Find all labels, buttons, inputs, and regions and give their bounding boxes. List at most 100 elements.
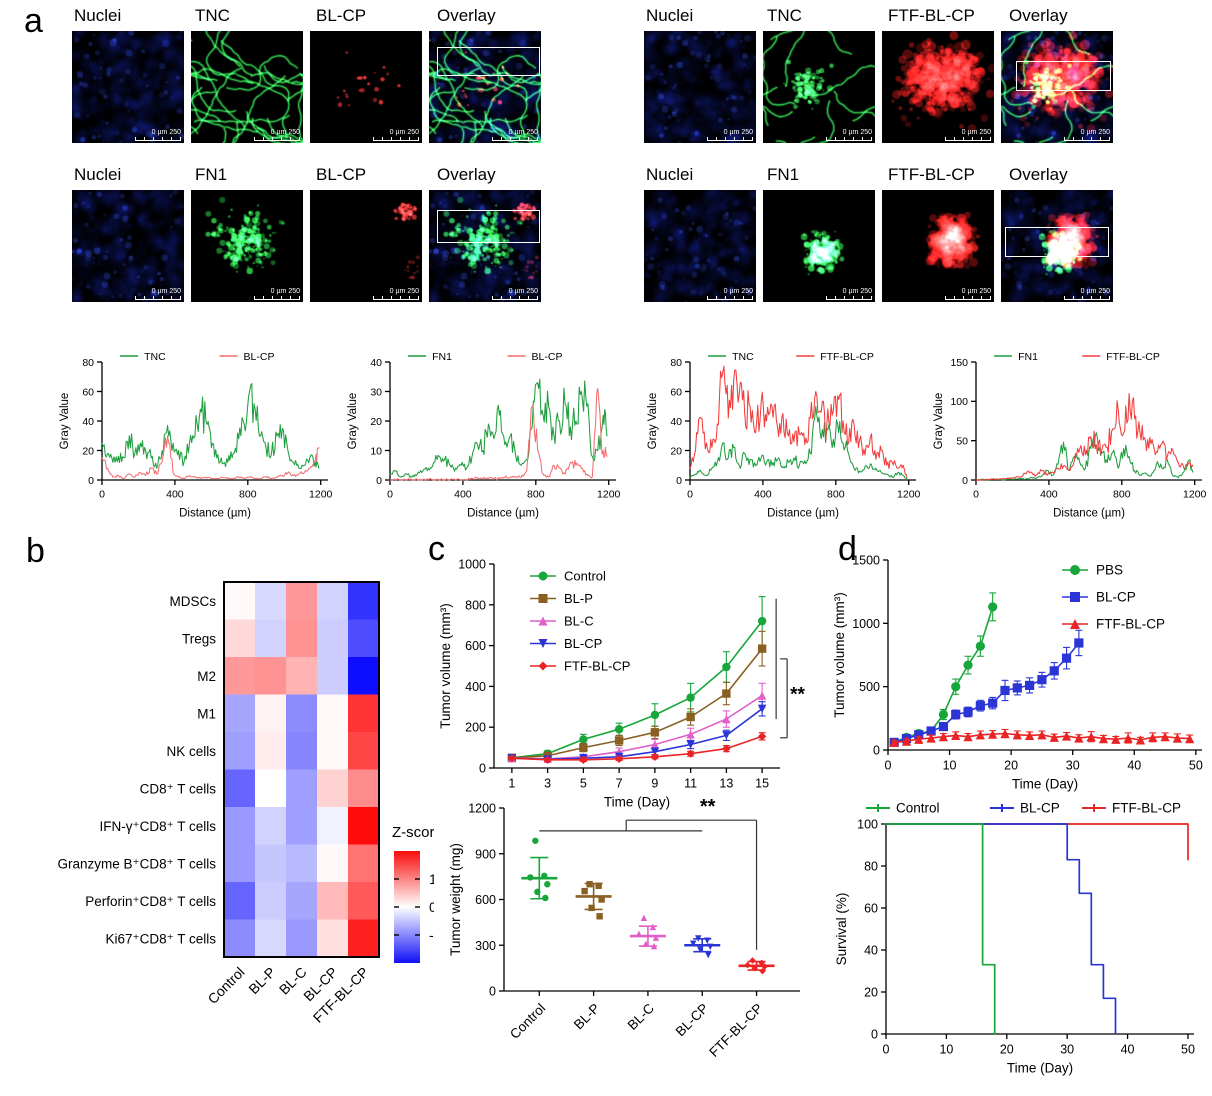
svg-text:800: 800 (527, 489, 545, 501)
svg-text:Control: Control (896, 801, 940, 816)
svg-text:Control: Control (204, 964, 247, 1007)
svg-text:FTF-BL-CP: FTF-BL-CP (1096, 617, 1165, 632)
svg-text:5: 5 (580, 777, 587, 791)
svg-text:BL-CP: BL-CP (564, 636, 602, 651)
scale-bar-label: 0 µm 250 (508, 288, 538, 295)
scale-bar-label: 0 µm 250 (270, 288, 300, 295)
scale-bar-label: 0 µm 250 (723, 288, 753, 295)
svg-text:Gray Value: Gray Value (933, 393, 945, 450)
scale-bar-ruler (254, 137, 300, 141)
svg-text:80: 80 (82, 357, 94, 369)
svg-text:800: 800 (465, 598, 486, 612)
svg-text:600: 600 (475, 893, 496, 907)
micro-image-nuclei: 0 µm 250 (72, 31, 184, 143)
scale-bar-label: 0 µm 250 (508, 129, 538, 136)
tumor-volume-chart-c: 0 200 400 600 800 1000 1 3 5 7 9 11 13 15 Time (Day) Tu… (430, 550, 828, 817)
svg-text:Ki67⁺CD8⁺ T cells: Ki67⁺CD8⁺ T cells (105, 931, 216, 946)
svg-text:0: 0 (387, 489, 393, 501)
svg-text:20: 20 (1004, 759, 1018, 773)
svg-text:0: 0 (99, 489, 105, 501)
svg-text:Distance (µm): Distance (µm) (467, 508, 539, 520)
profile-chart-fn1-ftf-bl-cp: 0 50 100 150 0 400 800 1200 Distance (µm) Gray Va… (930, 338, 1212, 531)
svg-text:FTF-BL-CP: FTF-BL-CP (564, 659, 630, 674)
svg-text:FTF-BL-CP: FTF-BL-CP (706, 1001, 765, 1060)
svg-text:0: 0 (873, 744, 880, 758)
tile-label-ftf-bl-cp: FTF-BL-CP (888, 165, 975, 184)
scale-bar-label: 0 µm 250 (389, 129, 419, 136)
svg-text:40: 40 (82, 416, 94, 428)
svg-text:Distance (µm): Distance (µm) (1053, 508, 1125, 520)
svg-text:20: 20 (82, 445, 94, 457)
svg-text:Control: Control (507, 1001, 548, 1042)
svg-text:0: 0 (429, 899, 434, 915)
svg-text:Perforin⁺CD8⁺ T cells: Perforin⁺CD8⁺ T cells (85, 894, 216, 909)
svg-text:M1: M1 (197, 706, 216, 721)
svg-text:400: 400 (465, 680, 486, 694)
svg-text:10: 10 (943, 759, 957, 773)
microscopy-group-ftf-bl-cp: Nuclei TNC FTF-BL-CP Overlay 0 µm 250 0 µm 25… (644, 6, 1121, 302)
tile-label-overlay: Overlay (1009, 165, 1068, 184)
scale-bar-label: 0 µm 250 (389, 288, 419, 295)
svg-text:0: 0 (687, 489, 693, 501)
scale-bar-ruler (254, 296, 300, 300)
svg-text:600: 600 (465, 639, 486, 653)
chart-svg: 0 50 100 150 0 400 800 1200 Distance (µm) Gray Va… (933, 351, 1207, 520)
tile-label-fn1: FN1 (195, 165, 228, 184)
svg-text:Z-score: Z-score (392, 824, 434, 841)
scale-bar-ruler (945, 137, 991, 141)
tile-label-bl-cp: BL-CP (316, 165, 367, 184)
svg-text:Tumor volume (mm³): Tumor volume (mm³) (438, 603, 453, 729)
heatmap-svg: MDSCs Tregs M2 M1 NK cells CD8⁺ T cells IFN-γ⁺… (57, 581, 443, 1026)
scale-bar-ruler (492, 296, 538, 300)
scale-bar-ruler (135, 296, 181, 300)
tile-label-nuclei: Nuclei (646, 6, 694, 25)
micro-image-tnc: 0 µm 250 (763, 31, 875, 143)
svg-text:Tumor weight (mg): Tumor weight (mg) (448, 843, 463, 956)
scale-bar-label: 0 µm 250 (723, 129, 753, 136)
scale-bar-label: 0 µm 250 (961, 288, 991, 295)
svg-text:30: 30 (370, 386, 382, 398)
svg-text:20: 20 (1000, 1043, 1014, 1057)
svg-text:0: 0 (962, 475, 968, 487)
svg-text:M2: M2 (197, 669, 216, 684)
survival-chart: 0 20 40 60 80 100 0 10 20 30 40 50 Time (Day) Surviva… (824, 788, 1210, 1093)
svg-text:FTF-BL-CP: FTF-BL-CP (1106, 351, 1160, 363)
svg-text:40: 40 (370, 357, 382, 369)
scale-bar-label: 0 µm 250 (1080, 288, 1110, 295)
tile-label-tnc: TNC (767, 6, 802, 25)
svg-text:30: 30 (1060, 1043, 1074, 1057)
scale-bar-ruler (135, 137, 181, 141)
micro-image-overlay: 0 µm 250 (429, 31, 541, 143)
svg-text:0: 0 (883, 1043, 890, 1057)
svg-text:0: 0 (489, 985, 496, 999)
svg-text:Gray Value: Gray Value (647, 393, 659, 450)
svg-text:100: 100 (857, 818, 878, 832)
svg-text:1200: 1200 (309, 489, 333, 501)
svg-text:80: 80 (670, 357, 682, 369)
svg-text:BL-P: BL-P (245, 964, 278, 997)
svg-text:NK cells: NK cells (166, 744, 216, 759)
tile-label-ftf-bl-cp: FTF-BL-CP (888, 6, 975, 25)
svg-text:400: 400 (166, 489, 184, 501)
tumor-weight-chart: 0 300 600 900 1200 Tumor weight (mg) Control BL… (426, 786, 828, 1096)
scale-bar-label: 0 µm 250 (151, 288, 181, 295)
svg-text:200: 200 (465, 721, 486, 735)
micro-image-nuclei: 0 µm 250 (644, 190, 756, 302)
svg-text:10: 10 (939, 1043, 953, 1057)
svg-text:PBS: PBS (1096, 563, 1123, 578)
tile-label-overlay: Overlay (437, 6, 496, 25)
svg-text:BL-CP: BL-CP (673, 1001, 712, 1040)
chart-svg: 0 20 40 60 80 100 0 10 20 30 40 50 Time (Day) Surviva… (834, 801, 1195, 1076)
svg-text:1: 1 (508, 777, 515, 791)
tile-label-overlay: Overlay (1009, 6, 1068, 25)
panel-c-letter: c (428, 530, 445, 568)
svg-text:Gray Value: Gray Value (347, 393, 359, 450)
scale-bar-ruler (707, 137, 753, 141)
svg-text:900: 900 (475, 847, 496, 861)
svg-text:500: 500 (859, 680, 880, 694)
micro-image-tnc: 0 µm 250 (191, 31, 303, 143)
svg-text:7: 7 (616, 777, 623, 791)
svg-text:Distance (µm): Distance (µm) (179, 508, 251, 520)
